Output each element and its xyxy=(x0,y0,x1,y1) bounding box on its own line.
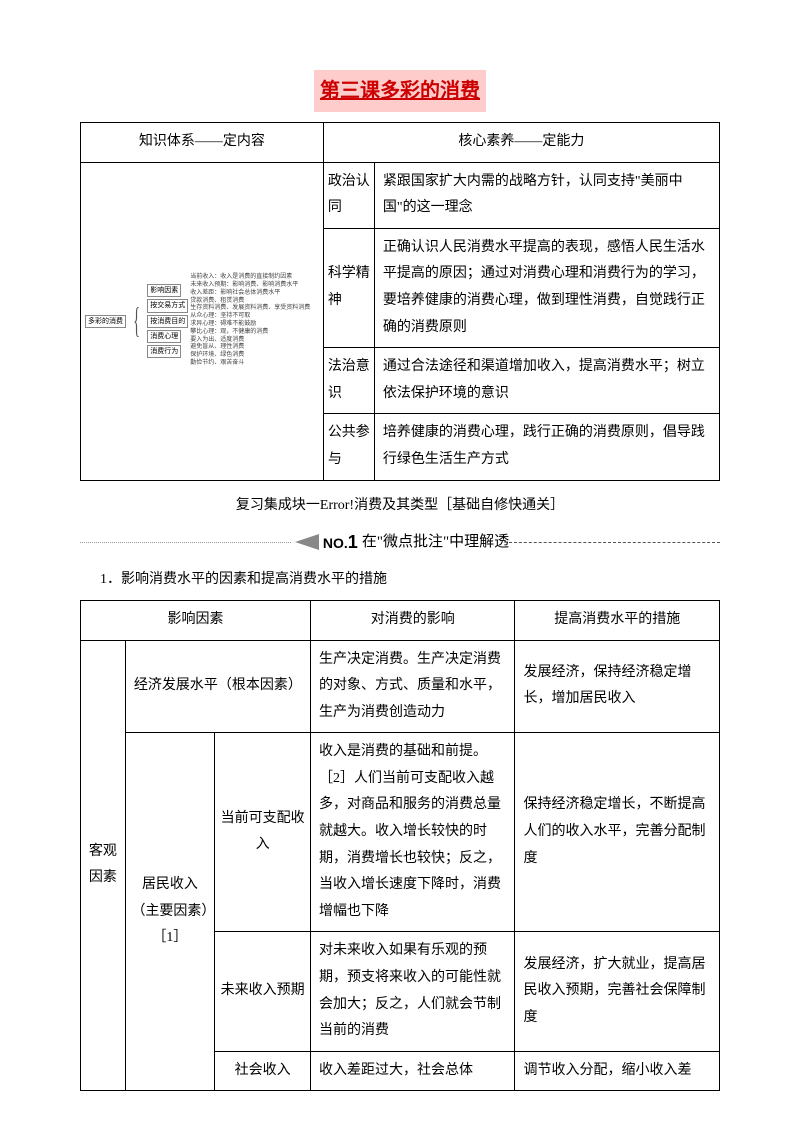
diagram-node: 按交易方式 xyxy=(147,299,188,312)
section-quoted: "微点批注" xyxy=(377,534,449,550)
table-row: 客观因素 经济发展水平（根本因素） 生产决定消费。生产决定消费的对象、方式、质量… xyxy=(81,640,720,733)
diagram-node: 多彩的消费 xyxy=(85,315,126,328)
competency-label: 法治意识 xyxy=(323,348,374,414)
no-value: 1 xyxy=(348,532,358,552)
knowledge-diagram: 多彩的消费 { 影响因素 按交易方式 按消费目的 消费心理 消费行为 当前收入：… xyxy=(85,274,319,368)
diagram-text: 从众心理：坚持不可取 xyxy=(190,313,310,321)
header-right: 核心素养——定能力 xyxy=(323,123,719,163)
section-number: NO.1 xyxy=(323,525,358,559)
table-core-competencies: 知识体系——定内容 核心素养——定能力 多彩的消费 { 影响因素 按交易方式 按… xyxy=(80,122,720,481)
diagram-text: 保护环境、绿色消费 xyxy=(190,352,310,360)
section-prefix: 在 xyxy=(362,534,377,550)
factor-measure: 发展经济，保持经济稳定增长，增加居民收入 xyxy=(515,640,720,733)
divider-left xyxy=(80,542,291,543)
section-suffix: 中理解透 xyxy=(449,534,509,550)
bracket-icon: { xyxy=(133,310,140,332)
factor-effect: 生产决定消费。生产决定消费的对象、方式、质量和水平，生产为消费创造动力 xyxy=(311,640,515,733)
diagram-node: 按消费目的 xyxy=(147,315,188,328)
competency-text: 通过合法途径和渠道增加收入，提高消费水平；树立依法保护环境的意识 xyxy=(374,348,719,414)
factor-category: 客观因素 xyxy=(81,640,126,1091)
list-heading: 1．影响消费水平的因素和提高消费水平的措施 xyxy=(100,567,720,594)
competency-text: 紧跟国家扩大内需的战略方针，认同支持"美丽中国"的这一理念 xyxy=(374,162,719,228)
diagram-text: 勤俭节约、艰苦奋斗 xyxy=(190,360,310,368)
diagram-node: 影响因素 xyxy=(147,284,181,297)
page-title: 第三课多彩的消费 xyxy=(314,70,486,112)
table-row: 居民收入（主要因素）［1］ 当前可支配收入 收入是消费的基础和前提。［2］人们当… xyxy=(81,733,720,932)
factor-group: 居民收入（主要因素）［1］ xyxy=(125,733,214,1091)
triangle-icon xyxy=(295,534,319,550)
factor-effect: 收入是消费的基础和前提。［2］人们当前可支配收入越多，对商品和服务的消费总量就越… xyxy=(311,733,515,932)
diagram-text: 求异心理：碍难不能鼓励 xyxy=(190,321,310,329)
factor-measure: 保持经济稳定增长，不断提高人们的收入水平，完善分配制度 xyxy=(515,733,720,932)
diagram-text: 攀比心理：观，不健康的消费 xyxy=(190,329,310,337)
factor-sub: 当前可支配收入 xyxy=(215,733,311,932)
factor-sub: 社会收入 xyxy=(215,1051,311,1091)
review-subtitle: 复习集成块一Error!消费及其类型［基础自修快通关］ xyxy=(80,493,720,520)
divider-right xyxy=(509,542,720,543)
factor-effect: 收入差距过大，社会总体 xyxy=(311,1051,515,1091)
competency-label: 公共参与 xyxy=(323,414,374,480)
section-text: 在"微点批注"中理解透 xyxy=(362,528,509,557)
factor-effect: 对未来收入如果有乐观的预期，预支将来收入的可能性就会加大；反之，人们就会节制当前… xyxy=(311,932,515,1051)
knowledge-diagram-cell: 多彩的消费 { 影响因素 按交易方式 按消费目的 消费心理 消费行为 当前收入：… xyxy=(81,162,324,480)
factor-measure: 调节收入分配，缩小收入差 xyxy=(515,1051,720,1091)
diagram-node: 消费行为 xyxy=(147,345,181,358)
competency-label: 政治认同 xyxy=(323,162,374,228)
no-label: NO. xyxy=(323,535,348,551)
table-row: 知识体系——定内容 核心素养——定能力 xyxy=(81,123,720,163)
competency-text: 培养健康的消费心理，践行正确的消费原则，倡导践行绿色生活生产方式 xyxy=(374,414,719,480)
table-factors: 影响因素 对消费的影响 提高消费水平的措施 客观因素 经济发展水平（根本因素） … xyxy=(80,600,720,1092)
table-row: 多彩的消费 { 影响因素 按交易方式 按消费目的 消费心理 消费行为 当前收入：… xyxy=(81,162,720,228)
factor-sub: 未来收入预期 xyxy=(215,932,311,1051)
diagram-text: 收入差距：影响社会总体消费水平 xyxy=(190,290,310,298)
factor-measure: 发展经济，扩大就业，提高居民收入预期，完善社会保障制度 xyxy=(515,932,720,1051)
page-title-wrap: 第三课多彩的消费 xyxy=(80,70,720,112)
col-header: 影响因素 xyxy=(81,600,311,640)
factor-name: 经济发展水平（根本因素） xyxy=(125,640,310,733)
table-row: 影响因素 对消费的影响 提高消费水平的措施 xyxy=(81,600,720,640)
diagram-text: 当前收入：收入是消费的直接制约因素 xyxy=(190,274,310,282)
competency-text: 正确认识人民消费水平提高的表现，感悟人民生活水平提高的原因；通过对消费心理和消费… xyxy=(374,228,719,347)
header-left: 知识体系——定内容 xyxy=(81,123,324,163)
section-header-bar: NO.1 在"微点批注"中理解透 xyxy=(80,525,720,559)
col-header: 对消费的影响 xyxy=(311,600,515,640)
competency-label: 科学精神 xyxy=(323,228,374,347)
diagram-text: 未来收入预期：影响消费、影响消费水平 xyxy=(190,282,310,290)
col-header: 提高消费水平的措施 xyxy=(515,600,720,640)
diagram-node: 消费心理 xyxy=(147,330,181,343)
